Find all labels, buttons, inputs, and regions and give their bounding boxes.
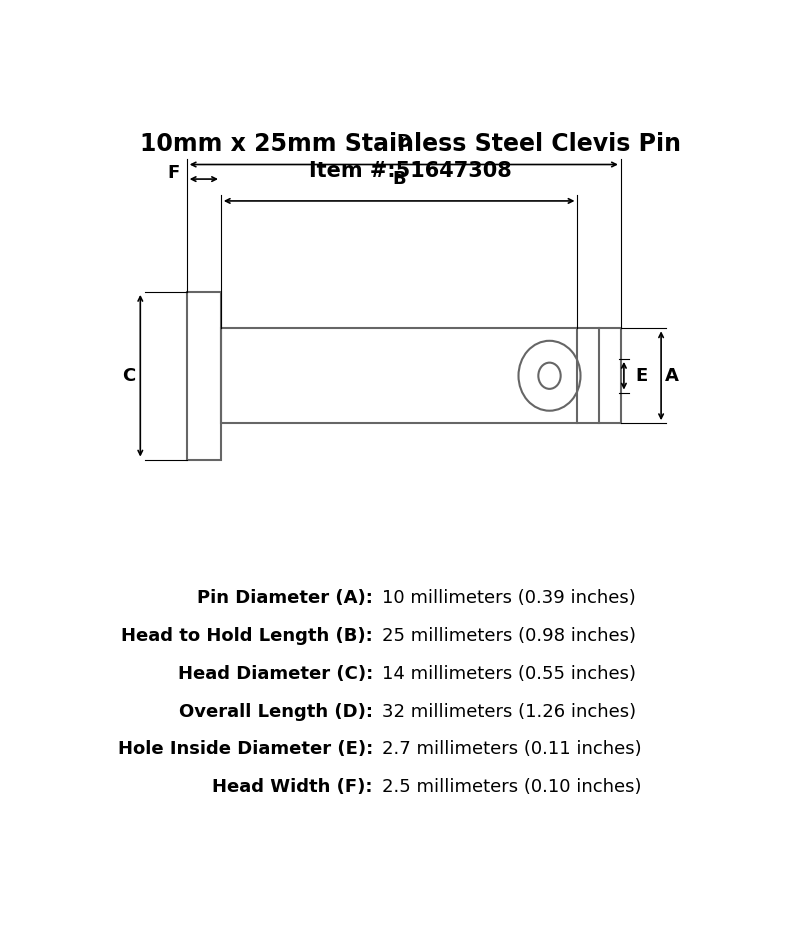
Text: 25 millimeters (0.98 inches): 25 millimeters (0.98 inches): [382, 627, 636, 645]
Text: Pin Diameter (A):: Pin Diameter (A):: [197, 589, 373, 607]
Text: Head to Hold Length (B):: Head to Hold Length (B):: [121, 627, 373, 645]
Text: A: A: [666, 367, 679, 385]
Bar: [221, 328, 621, 423]
Text: C: C: [122, 367, 136, 385]
Text: 10mm x 25mm Stainless Steel Clevis Pin: 10mm x 25mm Stainless Steel Clevis Pin: [139, 131, 681, 156]
Text: Item #:51647308: Item #:51647308: [309, 161, 511, 181]
Text: F: F: [167, 165, 179, 183]
Text: Head Diameter (C):: Head Diameter (C):: [178, 665, 373, 683]
Text: E: E: [635, 367, 647, 385]
Text: 2.7 millimeters (0.11 inches): 2.7 millimeters (0.11 inches): [382, 741, 642, 759]
Bar: [187, 292, 221, 460]
Text: 32 millimeters (1.26 inches): 32 millimeters (1.26 inches): [382, 703, 636, 721]
Text: D: D: [396, 133, 411, 151]
Text: Overall Length (D):: Overall Length (D):: [179, 703, 373, 721]
Text: Head Width (F):: Head Width (F):: [212, 779, 373, 797]
Text: 2.5 millimeters (0.10 inches): 2.5 millimeters (0.10 inches): [382, 779, 642, 797]
Text: B: B: [392, 170, 406, 188]
Text: 10 millimeters (0.39 inches): 10 millimeters (0.39 inches): [382, 589, 636, 607]
Text: 14 millimeters (0.55 inches): 14 millimeters (0.55 inches): [382, 665, 636, 683]
Text: Hole Inside Diameter (E):: Hole Inside Diameter (E):: [118, 741, 373, 759]
